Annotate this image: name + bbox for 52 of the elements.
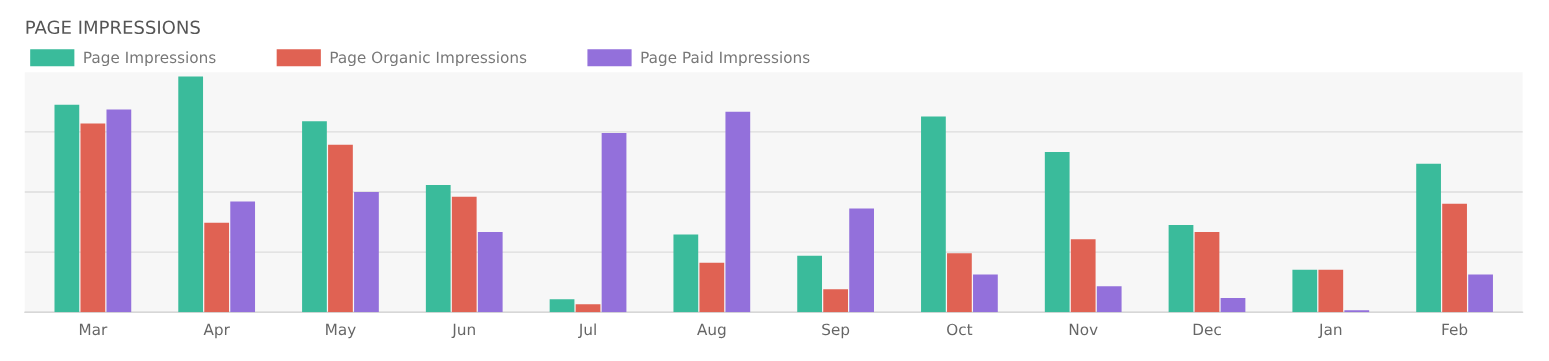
bar xyxy=(575,304,601,313)
x-tick-label: Feb xyxy=(1442,323,1468,336)
legend-label: Page Impressions xyxy=(84,51,216,67)
bar xyxy=(451,196,477,313)
bar xyxy=(601,133,627,313)
bar xyxy=(204,222,230,313)
bar xyxy=(1070,239,1096,313)
x-tick-label: Aug xyxy=(697,323,726,339)
bar xyxy=(549,299,575,313)
bar xyxy=(725,111,751,313)
bar xyxy=(673,234,699,313)
bar xyxy=(477,232,503,313)
bar xyxy=(230,201,256,313)
bar xyxy=(1344,310,1370,313)
bar xyxy=(354,192,379,313)
bar xyxy=(1096,286,1122,313)
x-tick-label: May xyxy=(326,323,356,339)
x-tick-label: Dec xyxy=(1193,323,1221,336)
bar xyxy=(1044,151,1070,313)
x-tick-label: Apr xyxy=(203,323,230,339)
bar xyxy=(1468,274,1493,313)
bar xyxy=(699,262,725,313)
bar xyxy=(80,123,106,313)
x-tick-label: Jan xyxy=(1318,323,1342,339)
bar xyxy=(178,76,204,313)
bar xyxy=(302,121,327,313)
x-tick-label: Jul xyxy=(578,323,596,339)
bar xyxy=(1292,269,1318,313)
x-tick-label: Oct xyxy=(947,323,973,336)
bar xyxy=(823,289,848,313)
legend-label: Page Organic Impressions xyxy=(330,51,527,67)
bar xyxy=(1416,163,1441,313)
bar xyxy=(106,109,132,313)
bar xyxy=(973,274,998,313)
chart-title: PAGE IMPRESSIONS xyxy=(26,20,200,35)
legend-label: Page Paid Impressions xyxy=(641,51,810,67)
bar xyxy=(1194,232,1220,313)
x-tick-label: Sep xyxy=(822,323,850,339)
bar xyxy=(849,208,874,313)
bar xyxy=(328,144,353,313)
bar xyxy=(54,104,80,313)
x-tick-label: Jun xyxy=(451,323,475,339)
x-tick-label: Nov xyxy=(1069,323,1098,336)
bar xyxy=(947,253,972,313)
x-tick-label: Mar xyxy=(79,323,108,336)
bar xyxy=(921,116,946,313)
bar xyxy=(1220,298,1246,313)
bar xyxy=(797,255,822,313)
bar xyxy=(1168,225,1194,313)
bar xyxy=(425,184,451,313)
bar xyxy=(1318,269,1344,313)
bar xyxy=(1442,203,1467,313)
